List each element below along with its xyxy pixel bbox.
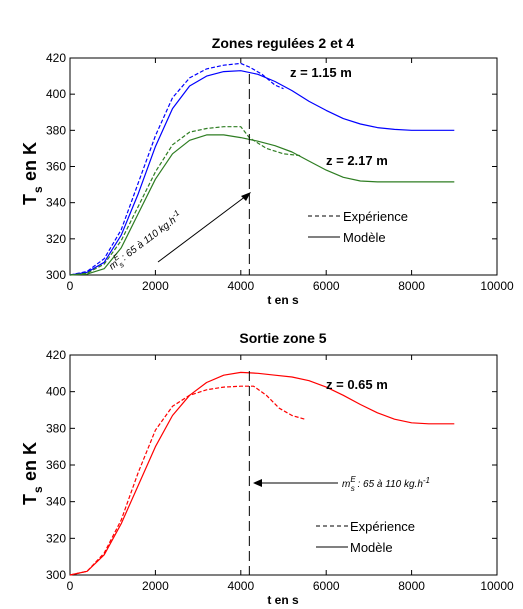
x-axis-label: t en s xyxy=(267,593,299,607)
x-tick-label: 2000 xyxy=(142,579,169,593)
x-tick-label: 10000 xyxy=(480,279,514,293)
x-tick-label: 2000 xyxy=(142,279,169,293)
y-axis-label: T s en K xyxy=(20,442,45,505)
y-tick-label: 300 xyxy=(46,268,66,282)
y-tick-label: 320 xyxy=(46,232,66,246)
y-tick-label: 380 xyxy=(46,421,66,435)
chart-title: Zones regulées 2 et 4 xyxy=(212,35,355,51)
y-tick-label: 340 xyxy=(46,495,66,509)
y-tick-label: 420 xyxy=(46,51,66,65)
series-line-experience xyxy=(69,126,301,276)
x-axis: 0 2000 4000 6000 8000 10000 xyxy=(67,58,514,293)
y-axis-label-unit: en K xyxy=(20,142,40,181)
y-tick-label: 320 xyxy=(46,531,66,545)
chart-title: Sortie zone 5 xyxy=(239,330,326,346)
series-group xyxy=(69,62,455,276)
y-tick-label: 400 xyxy=(46,87,66,101)
legend-label-model: Modèle xyxy=(343,230,386,245)
x-tick-label: 4000 xyxy=(227,279,254,293)
y-axis: 300 320 340 360 380 400 420 xyxy=(46,348,497,582)
series-annotation-z065: z = 0.65 m xyxy=(326,377,388,392)
note-arrow-head xyxy=(253,479,262,487)
y-tick-label: 300 xyxy=(46,568,66,582)
x-tick-label: 0 xyxy=(67,279,74,293)
series-line-model xyxy=(69,134,455,276)
x-tick-label: 0 xyxy=(67,579,74,593)
legend-label-experience: Expérience xyxy=(343,209,408,224)
y-axis-label-main: T xyxy=(20,194,40,205)
x-tick-label: 8000 xyxy=(398,279,425,293)
y-axis-label-main: T xyxy=(20,494,40,505)
y-tick-label: 360 xyxy=(46,160,66,174)
x-axis: 0 2000 4000 6000 8000 10000 xyxy=(67,355,514,593)
legend: Expérience Modèle xyxy=(316,519,415,555)
y-tick-label: 400 xyxy=(46,385,66,399)
legend: Expérience Modèle xyxy=(308,209,408,245)
note-arrow-head xyxy=(241,192,251,201)
x-tick-label: 6000 xyxy=(313,279,340,293)
x-axis-label: t en s xyxy=(267,293,299,307)
x-tick-label: 8000 xyxy=(398,579,425,593)
series-annotation-z115: z = 1.15 m xyxy=(290,65,352,80)
y-axis-label-unit: en K xyxy=(20,442,40,481)
series-line-experience xyxy=(69,62,284,276)
x-tick-label: 10000 xyxy=(480,579,514,593)
y-tick-label: 420 xyxy=(46,348,66,362)
y-axis-label-sub: s xyxy=(31,186,45,193)
series-line-model xyxy=(69,371,455,576)
chart-bottom-panel: Sortie zone 5 300 320 340 360 380 400 420 0 200… xyxy=(20,330,514,607)
series-line-experience xyxy=(69,385,306,576)
series-group xyxy=(69,371,455,576)
y-axis-label-sub: s xyxy=(31,486,45,493)
note-arrow-line xyxy=(157,195,247,263)
x-tick-label: 6000 xyxy=(313,579,340,593)
x-tick-label: 4000 xyxy=(227,579,254,593)
chart-top-panel: Zones regulées 2 et 4 300 320 340 360 380 400… xyxy=(20,35,514,307)
series-line-model xyxy=(69,70,455,276)
y-axis-label: T s en K xyxy=(20,142,45,205)
y-axis: 300 320 340 360 380 400 420 xyxy=(46,51,497,282)
series-annotation-z217: z = 2.17 m xyxy=(326,153,388,168)
y-tick-label: 340 xyxy=(46,196,66,210)
legend-label-experience: Expérience xyxy=(350,519,415,534)
y-tick-label: 380 xyxy=(46,123,66,137)
y-tick-label: 360 xyxy=(46,458,66,472)
legend-label-model: Modèle xyxy=(350,540,393,555)
